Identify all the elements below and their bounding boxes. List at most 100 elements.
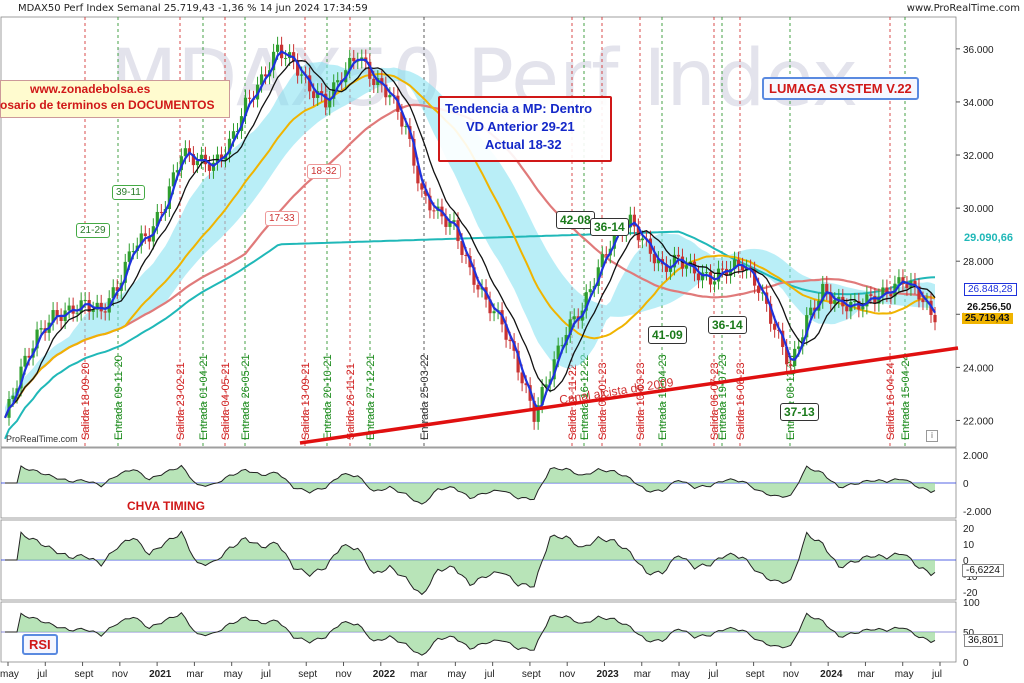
price-label-kijun: 26.256,50 xyxy=(964,302,1015,313)
osc-last-value: -6,6224 xyxy=(962,564,1004,577)
candle-body xyxy=(147,236,151,242)
site-label xyxy=(0,80,230,118)
candle-body xyxy=(103,311,107,313)
candle-body xyxy=(27,355,31,358)
candle-body xyxy=(348,57,352,71)
candle-body xyxy=(87,300,91,312)
fast-ma-line xyxy=(3,50,936,419)
candle-body xyxy=(757,285,761,293)
candle-body xyxy=(600,254,604,268)
candle-body xyxy=(175,170,179,173)
candle-body xyxy=(656,259,661,264)
candle-body xyxy=(540,387,544,406)
site-url[interactable]: www.zonadebolsa.es xyxy=(30,82,151,96)
candle-body xyxy=(400,111,404,127)
candle-body xyxy=(199,154,204,161)
candle-body xyxy=(736,259,741,266)
oscillator-line xyxy=(5,464,936,505)
candle-body xyxy=(215,154,220,163)
y-tick-label: 30.000 xyxy=(963,204,994,215)
footer-source: ProRealTime.com xyxy=(6,434,78,444)
x-tick-label: nov xyxy=(336,669,352,680)
x-tick-label: may xyxy=(224,669,243,680)
candle-body xyxy=(452,220,456,222)
signal-label: Salida 18-09-20 xyxy=(80,362,92,440)
oscillator-area xyxy=(5,531,935,595)
sub-y-tick-label: 20 xyxy=(963,524,975,535)
candle-body xyxy=(877,296,881,304)
trend-box xyxy=(438,96,612,162)
candle-body xyxy=(271,51,276,71)
candle-body xyxy=(652,253,656,264)
candle-body xyxy=(761,292,765,294)
candle-body xyxy=(773,323,777,330)
candle-body xyxy=(793,348,797,367)
candle-body xyxy=(732,259,737,270)
candle-body xyxy=(448,221,452,227)
candle-body xyxy=(492,311,496,314)
candle-body xyxy=(933,314,937,323)
y-tick-label: 36.000 xyxy=(963,45,994,56)
candle-body xyxy=(55,310,59,317)
candle-body xyxy=(789,364,793,367)
candle-body xyxy=(384,84,388,98)
candle-body xyxy=(612,229,616,249)
candle-body xyxy=(769,303,773,324)
sub-y-tick-label: -20 xyxy=(963,588,978,599)
candle-body xyxy=(207,164,212,171)
candle-body xyxy=(171,172,175,187)
candle-body xyxy=(640,238,644,241)
candle-body xyxy=(352,57,356,62)
candle-body xyxy=(263,74,268,77)
candle-body xyxy=(797,346,801,349)
candle-body xyxy=(183,148,187,157)
kijun-line xyxy=(4,60,936,419)
candle-body xyxy=(520,372,524,384)
candle-body xyxy=(404,126,408,128)
candle-body xyxy=(247,97,252,99)
signal-label: Salida 16-08-23 xyxy=(735,362,747,440)
candle-body xyxy=(187,148,191,155)
candle-body xyxy=(664,264,669,272)
signal-label: Entrada 26-05-21 xyxy=(240,354,252,440)
candle-body xyxy=(300,74,304,76)
chva-label: CHVA TIMING xyxy=(124,499,208,513)
candle-body xyxy=(588,289,592,293)
candle-body xyxy=(127,251,131,262)
candle-body xyxy=(444,216,448,227)
candle-body xyxy=(179,156,183,171)
x-tick-label: jul xyxy=(36,669,47,680)
signal-label: Entrada 27-12-21 xyxy=(365,354,377,440)
system-label: LUMAGA SYSTEM V.22 xyxy=(762,77,919,100)
candle-body xyxy=(284,58,288,60)
candle-body xyxy=(388,95,392,98)
x-tick-label: jul xyxy=(931,669,942,680)
candle-body xyxy=(159,211,163,213)
candle-body xyxy=(861,306,865,310)
candle-body xyxy=(243,97,248,117)
candle-body xyxy=(95,302,99,310)
candle-body xyxy=(424,189,428,196)
candle-body xyxy=(195,160,200,166)
candle-body xyxy=(11,395,15,400)
price-label-fast: 26.848,28 xyxy=(964,283,1017,296)
info-icon[interactable]: i xyxy=(926,430,938,442)
candle-body xyxy=(460,241,464,255)
tag-41-09: 41-09 xyxy=(648,326,687,344)
x-tick-label: jul xyxy=(484,669,495,680)
signal-label: Salida 06-01-23 xyxy=(597,362,609,440)
candle-body xyxy=(416,165,420,184)
trend-line2: VD Anterior 29-21 xyxy=(466,119,575,134)
candle-body xyxy=(897,277,901,284)
candle-body xyxy=(328,98,332,108)
x-tick-label: may xyxy=(0,669,19,680)
candle-body xyxy=(231,131,236,139)
candle-body xyxy=(296,61,300,76)
candle-body xyxy=(829,292,833,304)
candle-body xyxy=(720,268,725,270)
candle-body xyxy=(913,280,917,287)
x-tick-label: nov xyxy=(783,669,799,680)
candle-body xyxy=(704,272,709,274)
signal-label: Salida 10-03-23 xyxy=(635,362,647,440)
candle-body xyxy=(632,214,636,227)
